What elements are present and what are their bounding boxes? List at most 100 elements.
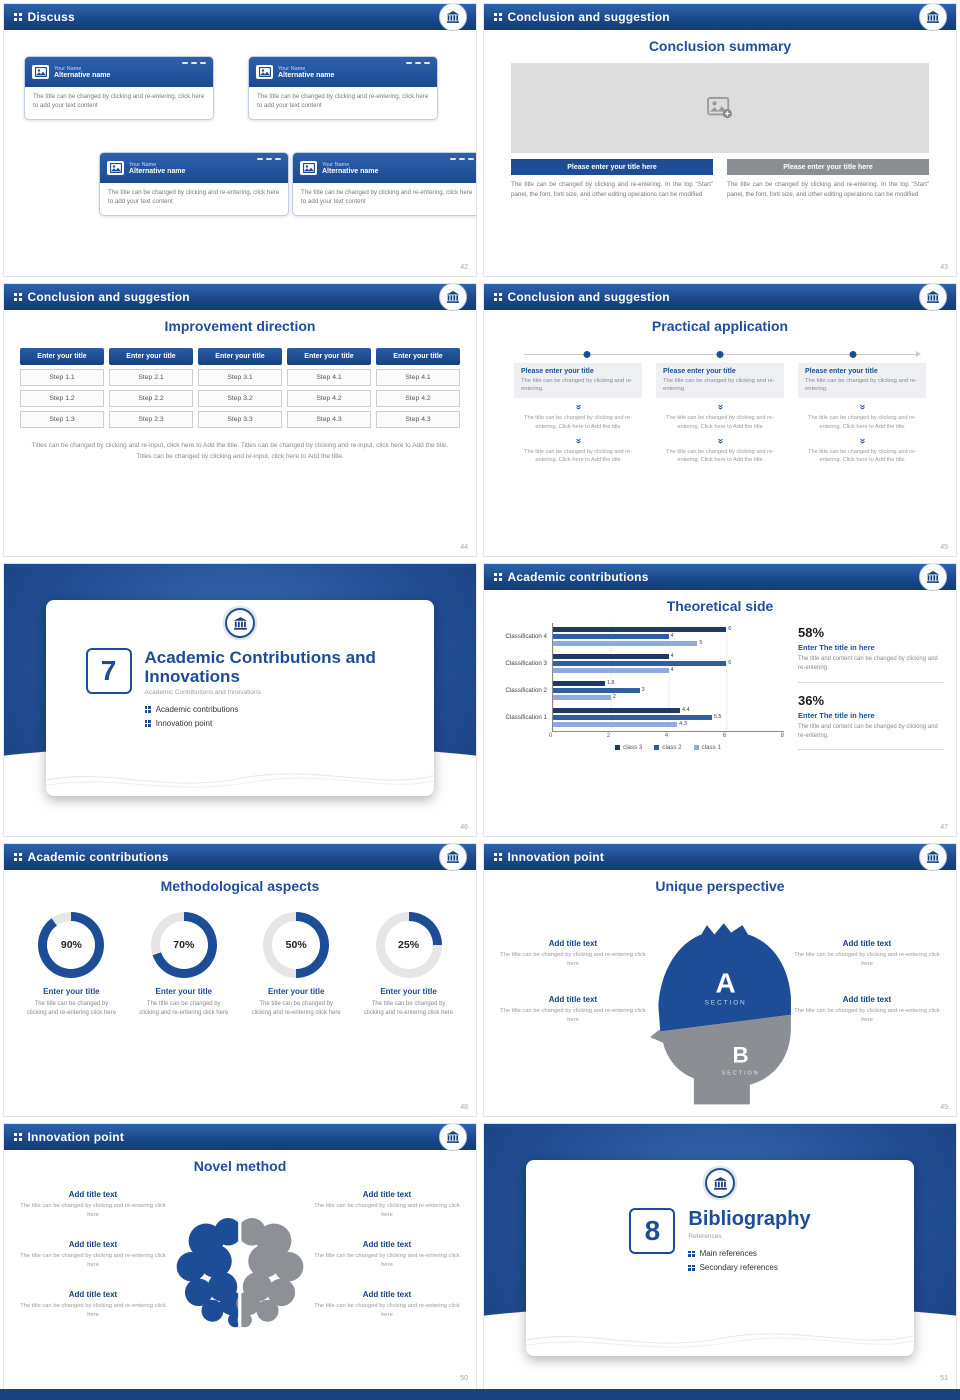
profile-card-names: Your Name Alternative name [322,162,378,175]
image-placeholder [511,63,929,153]
slide-section-7[interactable]: 7 Academic Contributions and Innovations… [3,563,477,837]
double-chevron-down-icon: » [573,437,584,444]
donut-item: 70% Enter your title The title can be ch… [131,912,237,1019]
bar-chart-plot: Classification 4 6 4 5 Classification 3 4 6 4 Cl… [492,623,784,731]
block-title: Add title text [362,1239,412,1249]
chart-group: Classification 3 4 6 4 [492,650,784,677]
donut-percent-label: 25% [384,921,433,969]
text-block: Add title text The title can be changed … [314,1290,460,1320]
donut-chart: 90% [38,912,105,978]
page-number: 49 [940,1104,948,1111]
section-title: Bibliography [688,1208,811,1230]
chart-bar-value: 6 [728,625,732,632]
block-body: The title can be changed by clicking and… [314,1252,460,1268]
slide-practical-application[interactable]: Conclusion and suggestion Practical appl… [483,283,957,557]
chart-category-label: Classification 1 [505,714,547,721]
chart-category-label: Classification 4 [505,633,547,640]
page-number: 46 [460,824,468,831]
profile-card-name: Your Name [278,65,306,72]
text-block: Add title text The title can be changed … [20,1190,166,1220]
step-cell: Step 4.1 [287,369,371,386]
section-bullets: Academic contributions Innovation point [144,705,395,729]
step-column: Enter your title Step 4.1 Step 4.2 Step … [376,348,460,428]
box-body: The title can be changed by clicking and… [521,378,633,393]
step-table: Enter your title Step 1.1 Step 1.2 Step … [4,348,476,428]
legend-item: class 2 [654,744,682,751]
caption-text-right: The title can be changed by clicking and… [727,181,929,198]
column-title: Enter your title [287,348,371,365]
right-text-column: Add title text The title can be changed … [792,939,942,1051]
section-bullet: Main references [688,1249,810,1258]
title-button-blue: Please enter your title here [511,159,713,175]
bullet-label: Main references [699,1249,757,1259]
caption-texts-row: The title can be changed by clicking and… [511,180,929,199]
stat-percent: 58% [798,625,825,640]
section-a-letter: A [715,967,735,998]
chart-bar: 4 [553,653,674,659]
block-body: The title can be changed by clicking and… [20,1302,166,1318]
slide-header: Academic contributions [4,844,476,871]
chart-bar-value: 4 [670,632,674,639]
slide-discuss[interactable]: Discuss Your Name Alternative name The t… [3,3,477,277]
donut-body: The title can be changed by clicking and… [139,1001,229,1017]
step-text: The title can be changed by clicking and… [808,415,916,430]
block-title: Add title text [842,939,892,948]
university-logo-icon [439,1124,467,1151]
text-block: Add title text The title can be changed … [792,939,942,969]
practical-column: Please enter your title The title can be… [514,363,642,465]
slide-unique-perspective[interactable]: Innovation point Unique perspective A SE… [483,843,957,1117]
image-placeholder-icon [707,97,732,119]
chart-bar-value: 3 [641,686,645,693]
title-box: Please enter your title The title can be… [798,363,926,399]
x-tick-label: 8 [780,733,784,739]
slide-methodological-aspects[interactable]: Academic contributions Methodological as… [3,843,477,1117]
chart-bar-value: 5 [699,639,703,646]
donut-percent-label: 70% [159,921,208,969]
slide-theoretical-side[interactable]: Academic contributions Theoretical side … [483,563,957,837]
slide-section-8[interactable]: 8 Bibliography References Main reference… [483,1123,957,1397]
left-text-column: Add title text The title can be changed … [20,1190,166,1340]
chart-group: Classification 1 4.4 5.5 4.3 [492,704,784,731]
grid-icon [688,1264,695,1271]
chart-group: Classification 2 1.8 3 2 [492,677,784,704]
university-logo-icon [439,844,467,871]
dashes-decoration [406,62,430,64]
grid-icon [494,573,502,581]
section-number: 8 [629,1208,676,1254]
profile-card-names: Your Name Alternative name [129,162,185,175]
box-title: Please enter your title [663,368,736,375]
timeline-dot [716,351,724,358]
profile-card-alt-name: Alternative name [278,71,335,79]
wave-decoration [526,1333,914,1348]
chart-bar-value: 2 [612,693,616,700]
block-body: The title can be changed by clicking and… [500,1007,646,1023]
section-card: 8 Bibliography References Main reference… [526,1160,914,1356]
bullet-label: Innovation point [155,719,213,729]
step-cell: Step 1.3 [20,411,104,428]
section-number: 7 [85,648,132,694]
slide-title: Methodological aspects [160,878,320,894]
slide-header: Conclusion and suggestion [4,284,476,311]
slide-header-title: Innovation point [507,850,605,864]
step-column: Enter your title Step 1.1 Step 1.2 Step … [20,348,104,428]
page-number: 47 [940,824,948,831]
dashes-decoration [182,62,206,64]
dashes-decoration [450,158,474,160]
section-title-row: 8 Bibliography References Main reference… [526,1208,914,1272]
column-title: Enter your title [198,348,282,365]
step-column: Enter your title Step 2.1 Step 2.2 Step … [109,348,193,428]
block-body: The title can be changed by clicking and… [314,1203,460,1218]
slide-conclusion-summary[interactable]: Conclusion and suggestion Conclusion sum… [483,3,957,277]
profile-card-name: Your Name [54,65,82,72]
slide-novel-method[interactable]: Innovation point Novel method Add title … [3,1123,477,1397]
university-logo-icon [919,844,947,871]
step-text: The title can be changed by clicking and… [808,448,916,464]
slide-improvement-direction[interactable]: Conclusion and suggestion Improvement di… [3,283,477,557]
grid-icon [688,1250,695,1257]
practical-column: Please enter your title The title can be… [798,363,926,465]
step-cell: Step 4.2 [376,390,460,407]
step-text: The title can be changed by clicking and… [666,415,774,430]
section-titles: Bibliography References Main references … [688,1208,811,1272]
section-title: Academic Contributions and Innovations [144,648,376,687]
